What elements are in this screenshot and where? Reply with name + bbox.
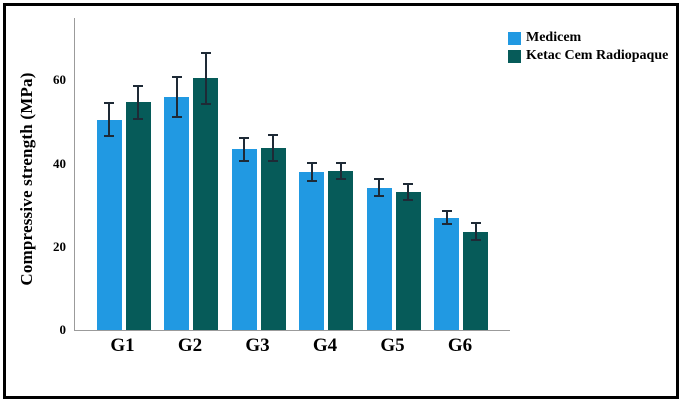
error-bar-cap-top	[306, 162, 317, 165]
bar-g5-ketac	[395, 191, 421, 330]
error-bar-cap-bottom	[171, 115, 182, 118]
bar-g5-medicem	[366, 187, 392, 330]
error-bar-line	[137, 84, 139, 120]
error-bar-cap-top	[374, 178, 384, 181]
y-axis-ticks: 0 20 40 60	[0, 0, 66, 407]
error-bar-cap-top	[171, 76, 182, 79]
error-bar-cap-bottom	[441, 223, 452, 226]
bar-g1-ketac	[125, 102, 151, 330]
legend: Medicem Ketac Cem Radiopaque	[508, 30, 668, 66]
bar-g6-ketac	[463, 231, 488, 330]
y-tick-label: 0	[59, 322, 67, 337]
legend-label-ketac: Ketac Cem Radiopaque	[526, 48, 669, 63]
error-bar-line	[272, 134, 274, 162]
x-tick-label-g6: G6	[447, 335, 473, 356]
error-bar-cap-bottom	[104, 135, 114, 138]
legend-item-ketac: Ketac Cem Radiopaque	[508, 48, 668, 64]
error-bar-line	[474, 222, 477, 242]
error-bar-line	[378, 178, 380, 198]
error-bar-line	[204, 52, 207, 105]
error-bar-line	[445, 210, 448, 226]
error-bar-cap-bottom	[374, 195, 384, 198]
bar-g2-medicem	[164, 97, 189, 330]
error-bar-cap-bottom	[306, 180, 317, 183]
bar-g4-medicem	[299, 172, 324, 330]
y-tick-label: 40	[53, 155, 66, 171]
x-axis-labels: G1 G2 G3 G4 G5 G6	[74, 334, 509, 362]
error-bar-cap-top	[441, 210, 452, 213]
error-bar-cap-bottom	[335, 178, 346, 181]
legend-swatch-ketac-icon	[508, 49, 521, 63]
legend-label-medicem: Medicem	[526, 30, 582, 45]
error-bar-cap-bottom	[403, 198, 413, 201]
error-bar-cap-bottom	[133, 117, 143, 120]
error-bar-line	[407, 183, 409, 201]
error-bar-cap-top	[239, 137, 249, 140]
error-bar-line	[310, 162, 313, 183]
x-tick-label-g4: G4	[312, 335, 338, 356]
y-tick-label: 20	[53, 238, 66, 254]
error-bar-cap-bottom	[239, 159, 249, 162]
error-bar-cap-bottom	[470, 239, 481, 242]
plot-area	[74, 18, 510, 331]
x-tick-label-g1: G1	[110, 335, 135, 356]
error-bar-cap-top	[133, 84, 143, 87]
error-bar-cap-top	[268, 134, 278, 137]
bar-g3-medicem	[231, 149, 257, 330]
bar-g3-ketac	[260, 148, 286, 330]
legend-item-medicem: Medicem	[508, 30, 668, 46]
error-bar-cap-top	[104, 102, 114, 105]
error-bar-cap-top	[403, 183, 413, 186]
bar-g6-medicem	[434, 217, 459, 330]
bar-g4-ketac	[328, 171, 353, 330]
x-tick-label-g5: G5	[380, 335, 405, 356]
error-bar-cap-top	[470, 222, 481, 225]
error-bar-line	[339, 161, 342, 181]
legend-swatch-medicem-icon	[508, 31, 521, 45]
bar-g1-medicem	[96, 119, 122, 330]
error-bar-line	[175, 76, 178, 118]
x-tick-label-g3: G3	[245, 335, 270, 356]
error-bar-cap-bottom	[268, 159, 278, 162]
error-bar-cap-top	[200, 52, 211, 55]
error-bar-cap-bottom	[200, 102, 211, 105]
x-tick-label-g2: G2	[177, 335, 203, 356]
error-bar-line	[108, 102, 110, 138]
y-tick-label: 60	[53, 72, 66, 88]
bar-g2-ketac	[193, 78, 218, 330]
error-bar-line	[243, 137, 245, 162]
error-bar-cap-top	[335, 161, 346, 164]
